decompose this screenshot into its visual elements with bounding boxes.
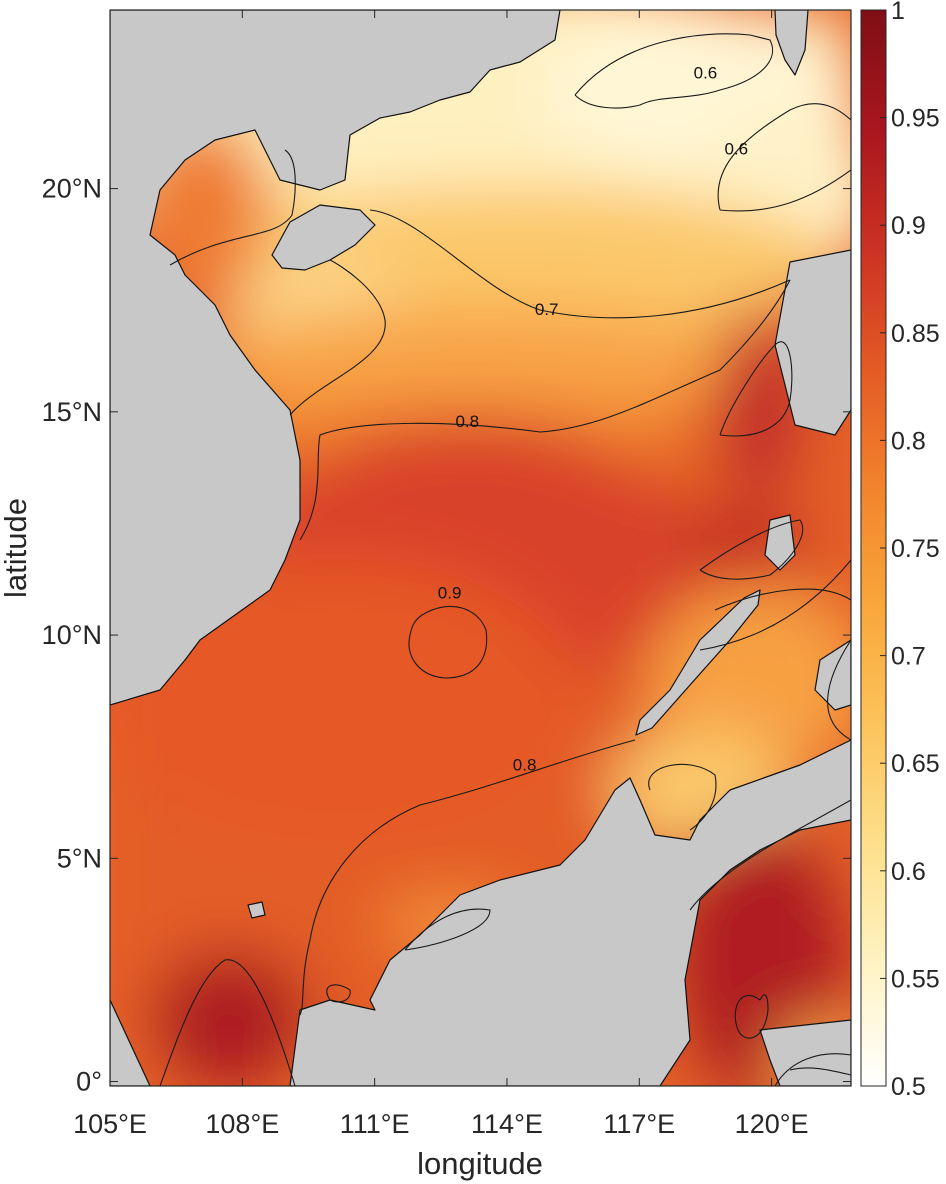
x-tick-label: 117°E <box>603 1109 675 1139</box>
y-axis-title: latitude <box>0 498 33 598</box>
plot-frame <box>109 9 852 1087</box>
contour-label: 0.6 <box>694 64 718 83</box>
contour-lines <box>159 33 851 1086</box>
contour-0.6-sulawesi <box>774 1053 851 1086</box>
x-tick-label: 111°E <box>340 1109 410 1139</box>
contour-0.7-borneo <box>648 763 717 831</box>
land-masses <box>110 10 851 1086</box>
contour-0.8-palawan <box>699 559 851 651</box>
colorbar-tick-label: 0.75 <box>891 535 940 563</box>
land-luzon <box>774 249 851 436</box>
land-borneo <box>289 739 851 1086</box>
y-tick-label: 10°N <box>42 620 102 650</box>
map-panel: 0.6 0.6 0.7 0.8 0.9 0.8 <box>110 10 851 1086</box>
contour-0.7-sulu <box>827 639 851 741</box>
contour-label: 0.7 <box>535 300 559 319</box>
colorbar-tick-label: 1 <box>891 0 905 25</box>
x-axis-title: longitude <box>417 1146 543 1181</box>
contour-0.6-lower <box>717 103 851 212</box>
colorbar-tick-label: 0.9 <box>891 212 926 240</box>
land-anambas <box>247 901 266 919</box>
contour-0.8-central <box>169 149 296 266</box>
contour-labels: 0.6 0.6 0.7 0.8 0.9 0.8 <box>438 64 748 775</box>
contour-0.7 <box>369 209 791 319</box>
contour-0.8-north <box>299 279 791 541</box>
colorbar-tick-label: 0.95 <box>891 105 940 133</box>
contour-label: 0.8 <box>513 756 537 775</box>
land-sumatra-strip <box>110 999 151 1086</box>
land-taiwan <box>774 10 809 76</box>
contour-label: 0.8 <box>455 412 479 431</box>
land-china-vietnam <box>110 10 561 706</box>
contour-0.9-south <box>159 959 296 1086</box>
y-tick-label: 0° <box>76 1067 102 1097</box>
colorbar-tick-label: 0.6 <box>891 858 926 886</box>
contour-label: 0.9 <box>438 584 462 603</box>
x-tick-label: 108°E <box>205 1109 279 1139</box>
land-hainan <box>271 204 376 271</box>
contour-0.6-upper <box>574 33 774 109</box>
colorbar: 0.5 0.55 0.6 0.65 0.7 0.75 0.8 0.85 0.9 0.95 1 <box>860 0 940 1101</box>
y-tick-label: 20°N <box>42 174 102 204</box>
contour-label: 0.6 <box>725 139 749 158</box>
y-tick-label: 5°N <box>57 843 102 873</box>
colorbar-ticks: 0.5 0.55 0.6 0.65 0.7 0.75 0.8 0.85 0.9 0.95 1 <box>880 0 940 1101</box>
colorbar-tick-label: 0.65 <box>891 750 940 778</box>
x-tick-label: 114°E <box>471 1109 543 1139</box>
y-axis: 0° 5°N 10°N 15°N 20°N <box>42 174 851 1097</box>
colorbar-tick-label: 0.7 <box>891 643 926 671</box>
contour-0.9-mindoro <box>699 519 804 580</box>
land-palawan <box>635 589 761 736</box>
x-axis: 105°E 108°E 111°E 114°E 117°E 120°E <box>73 10 809 1139</box>
x-tick-label: 105°E <box>73 1109 147 1139</box>
colorbar-tick-label: 0.8 <box>891 427 926 455</box>
x-tick-label: 120°E <box>735 1109 809 1139</box>
y-tick-label: 15°N <box>42 397 102 427</box>
contour-0.9-borneo <box>689 799 851 1039</box>
contour-0.8-anambas <box>404 908 491 951</box>
colorbar-tick-label: 0.85 <box>891 320 940 348</box>
contour-0.9-luzon <box>719 341 793 437</box>
contour-0.7-coast <box>289 259 386 416</box>
contour-0.8-coast2 <box>326 984 351 1003</box>
colorbar-tick-label: 0.5 <box>891 1073 926 1101</box>
contour-0.8-south <box>299 739 636 1016</box>
contour-0.9 <box>408 606 488 679</box>
colorbar-tick-label: 0.55 <box>891 965 940 993</box>
heat-field <box>110 10 851 1086</box>
land-mindoro <box>764 514 796 571</box>
